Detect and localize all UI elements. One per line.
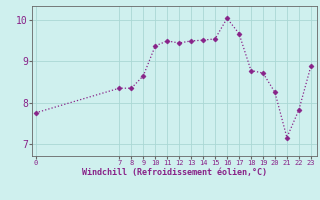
X-axis label: Windchill (Refroidissement éolien,°C): Windchill (Refroidissement éolien,°C) bbox=[82, 168, 267, 177]
